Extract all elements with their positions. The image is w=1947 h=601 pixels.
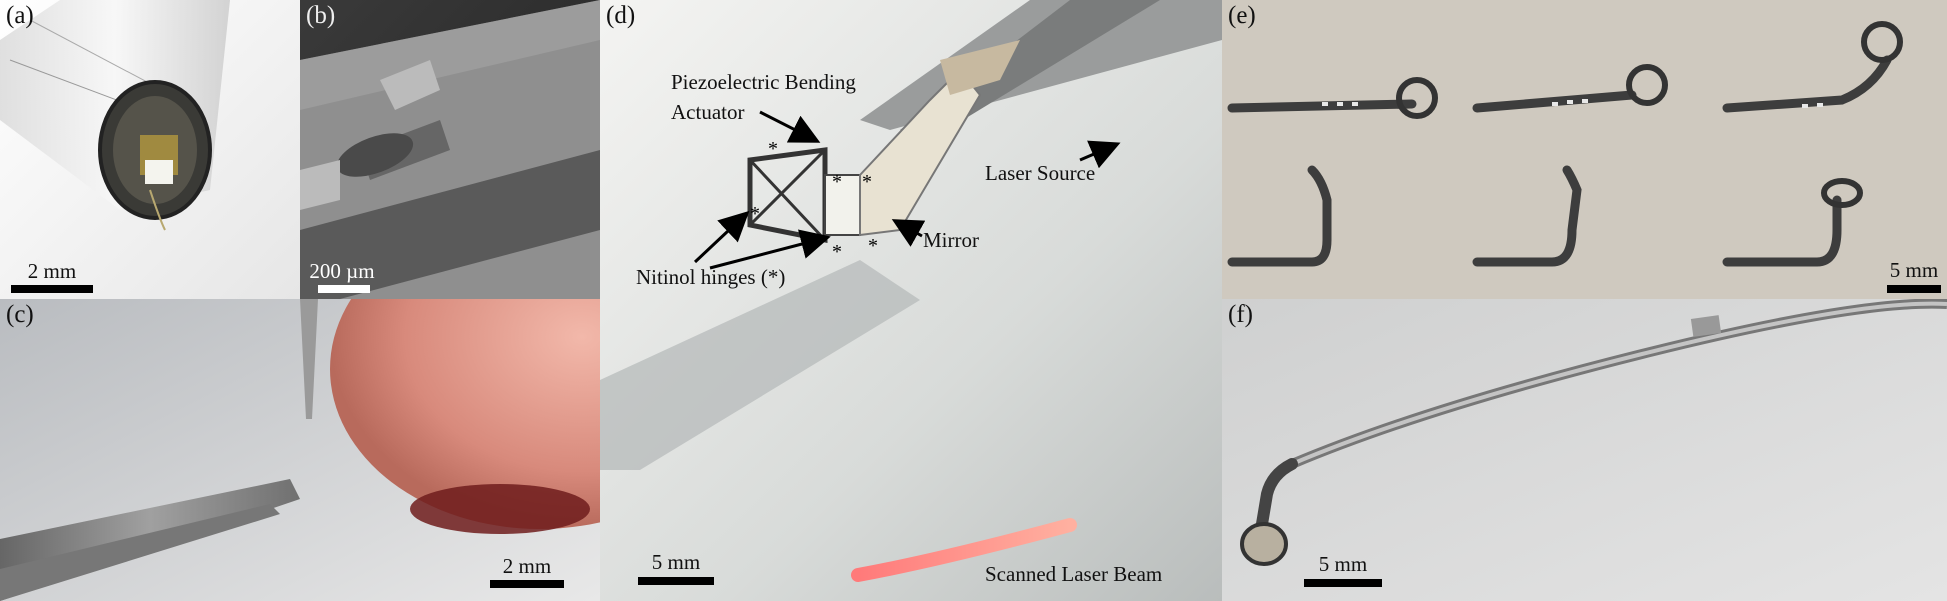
- annotation-actuator-line2: Actuator: [671, 100, 745, 124]
- svg-text:*: *: [868, 235, 878, 257]
- panel-a-scale-bar: 2 mm: [11, 259, 93, 293]
- panel-d-label: (d): [606, 2, 636, 29]
- annotation-actuator-line1: Piezoelectric Bending: [671, 70, 856, 94]
- panel-b-label: (b): [306, 2, 336, 29]
- panel-c: (c) 2 mm: [0, 299, 600, 601]
- photo-e-bending-sequence: [1222, 0, 1947, 299]
- panel-f-scale-text: 5 mm: [1318, 552, 1368, 576]
- panel-a-label: (a): [6, 2, 34, 29]
- panel-d: (d) Piezoelectric Bending Actuator Laser…: [600, 0, 1222, 601]
- svg-text:*: *: [768, 138, 778, 160]
- panel-d-scale-bar: 5 mm: [638, 550, 714, 585]
- photo-c-tweezers-fingertip: [0, 299, 600, 601]
- svg-text:*: *: [750, 203, 760, 225]
- panel-c-label: (c): [6, 301, 34, 328]
- panel-c-scale-bar: 2 mm: [490, 554, 564, 588]
- photo-f-catheter-full: [1222, 299, 1947, 601]
- svg-text:*: *: [832, 171, 842, 193]
- panel-e: (e) 5 mm: [1222, 0, 1947, 299]
- panel-f-scale-bar: 5 mm: [1304, 552, 1382, 587]
- photo-a-catheter-tip: [0, 0, 300, 299]
- panel-e-scale-bar: 5 mm: [1887, 258, 1941, 293]
- annotation-mirror: Mirror: [923, 228, 979, 252]
- panel-a: (a) 2 mm: [0, 0, 300, 299]
- panel-d-scale-text: 5 mm: [651, 550, 701, 574]
- annotation-arrows: * * * * * *: [693, 110, 1121, 270]
- panel-a-scale-text: 2 mm: [27, 259, 77, 283]
- panel-e-label: (e): [1228, 2, 1256, 29]
- panel-c-scale-text: 2 mm: [502, 554, 552, 578]
- photo-d-scanner-device: [600, 0, 1222, 601]
- panel-b: (b) 200 µm: [300, 0, 600, 299]
- svg-text:*: *: [832, 241, 842, 263]
- annotation-laser-source: Laser Source: [985, 161, 1096, 185]
- panel-f-label: (f): [1228, 301, 1253, 328]
- panel-b-scale-bar: 200 µm: [308, 259, 375, 293]
- photo-b-sem-flexure: [300, 0, 600, 299]
- svg-text:*: *: [862, 171, 872, 193]
- panel-f: (f) 5 mm: [1222, 299, 1947, 601]
- annotation-scanned-laser-beam: Scanned Laser Beam: [985, 562, 1163, 586]
- panel-e-scale-text: 5 mm: [1889, 258, 1939, 282]
- panel-b-scale-text: 200 µm: [309, 259, 375, 283]
